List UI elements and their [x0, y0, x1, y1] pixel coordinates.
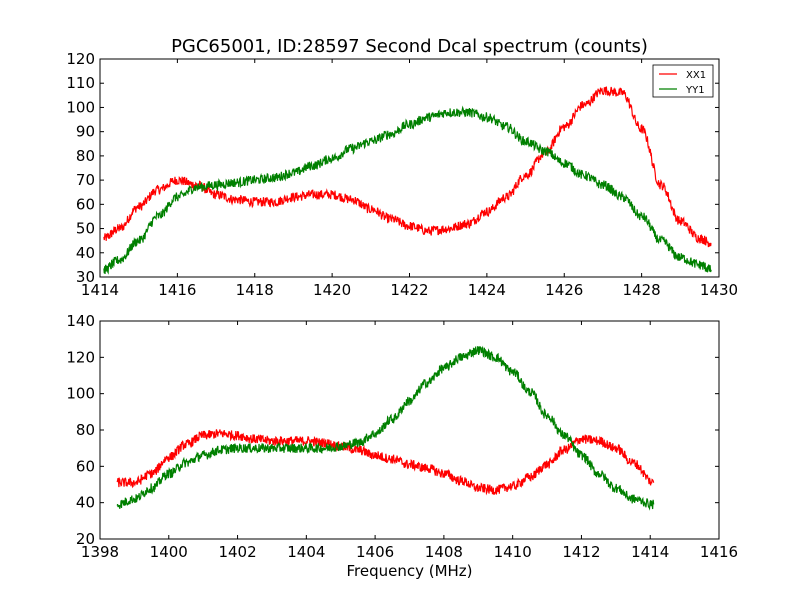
x-axis-label: Frequency (MHz) — [346, 562, 472, 580]
plot-background — [100, 59, 719, 277]
x-tick-label: 1414 — [631, 543, 669, 561]
y-tick-label: 100 — [66, 385, 95, 403]
y-tick-label: 60 — [76, 457, 95, 475]
x-tick-label: 1412 — [562, 543, 600, 561]
x-tick-label: 1408 — [425, 543, 463, 561]
x-tick-label: 1422 — [390, 281, 428, 299]
x-tick-label: 1424 — [468, 281, 506, 299]
chart-panel-1: 1414 1416 1418 1420 1422 1424 1426 1428 1430 30 40… — [66, 36, 738, 299]
y-tick-label: 110 — [66, 74, 95, 92]
y-tick-label: 40 — [76, 244, 95, 262]
y-tick-label: 70 — [76, 171, 95, 189]
legend-box — [652, 64, 714, 98]
y-tick-label: 50 — [76, 220, 95, 238]
y-tick-label: 40 — [76, 494, 95, 512]
x-tick-label: 1418 — [236, 281, 274, 299]
y-tick-label: 30 — [76, 268, 95, 286]
x-tick-label: 1416 — [700, 543, 738, 561]
y-tick-label: 20 — [76, 530, 95, 548]
x-tick-label: 1428 — [623, 281, 661, 299]
x-tick-label: 1414 — [81, 281, 119, 299]
legend-label-xx1: XX1 — [686, 70, 706, 81]
x-tick-label: 1420 — [313, 281, 351, 299]
x-tick-label: 1410 — [494, 543, 532, 561]
y-tick-label: 120 — [66, 348, 95, 366]
series-line-xx1 — [116, 429, 655, 496]
legend-label-yy1: YY1 — [685, 85, 705, 96]
x-tick-label: 1402 — [218, 543, 256, 561]
y-tick-label: 100 — [66, 98, 95, 116]
chart-title: PGC65001, ID:28597 Second Dcal spectrum … — [171, 36, 648, 57]
y-tick-label: 140 — [66, 312, 95, 330]
y-tick-label: 90 — [76, 123, 95, 141]
x-tick-label: 1406 — [356, 543, 394, 561]
x-tick-label: 1416 — [158, 281, 196, 299]
plot-background — [100, 321, 719, 539]
x-tick-label: 1426 — [545, 281, 583, 299]
x-tick-label: 1398 — [81, 543, 119, 561]
y-tick-label: 80 — [76, 421, 95, 439]
series-line-yy1 — [103, 105, 712, 275]
y-tick-label: 80 — [76, 147, 95, 165]
series-line-yy1 — [116, 345, 655, 511]
chart-panel-2: 1398 1400 1402 1404 1406 1408 1410 1412 1414 1416… — [66, 312, 738, 580]
x-tick-label: 1400 — [150, 543, 188, 561]
y-tick-label: 60 — [76, 195, 95, 213]
y-tick-label: 120 — [66, 50, 95, 68]
x-tick-label: 1430 — [700, 281, 738, 299]
x-tick-label: 1404 — [287, 543, 325, 561]
